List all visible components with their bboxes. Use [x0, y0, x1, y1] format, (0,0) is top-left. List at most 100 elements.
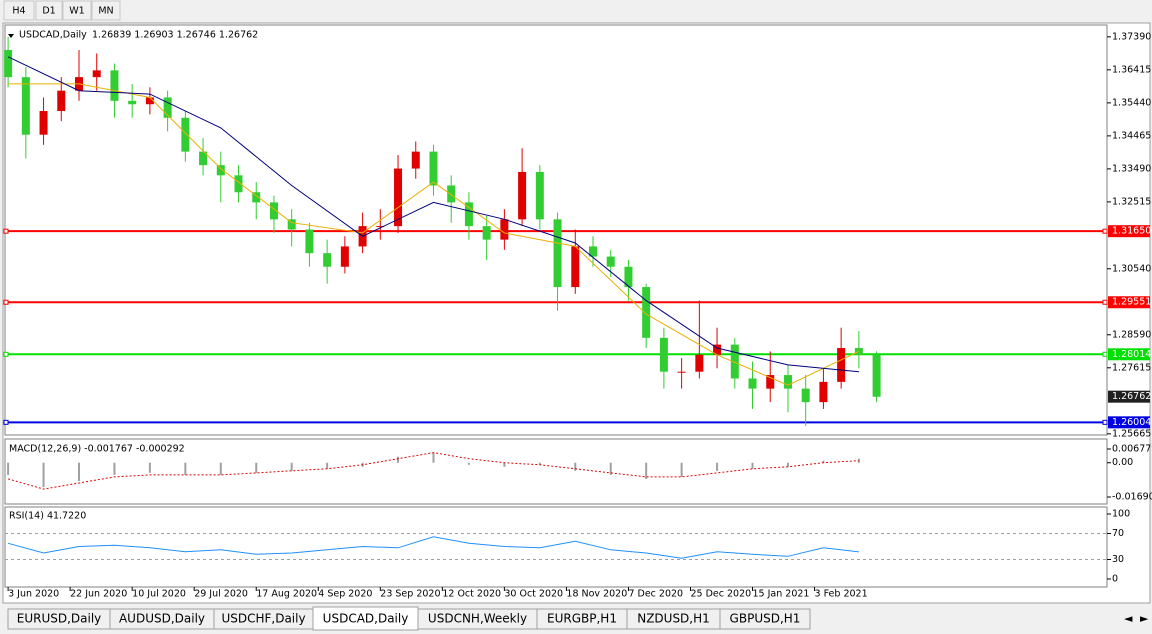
candle-body [482, 226, 491, 240]
candle-body [659, 337, 668, 372]
y-tick-label: 0.00 [1112, 457, 1133, 468]
candle-body [234, 175, 243, 193]
macd-bar [42, 462, 45, 488]
timeframe-button[interactable] [91, 0, 121, 21]
level-label: 1.31650 [1112, 226, 1151, 237]
x-tick-label: 25 Dec 2020 [690, 589, 751, 600]
rsi-line [7, 536, 859, 559]
timeframe-button[interactable] [3, 0, 35, 21]
candle-body [323, 253, 332, 267]
candle-body [677, 371, 686, 373]
candle-body [252, 192, 261, 203]
candle-body [411, 151, 420, 169]
rsi-title: RSI(14) 41.7220 [9, 511, 86, 522]
candle-body [837, 347, 846, 382]
tab-label[interactable]: GBPUSD,H1 [730, 612, 801, 626]
y-tick-label: 1.35440 [1112, 97, 1151, 108]
collapse-icon [8, 34, 14, 38]
timeframe-label[interactable]: W1 [69, 6, 84, 17]
scroll-right[interactable]: ► [1140, 612, 1149, 625]
macd-bar [786, 462, 789, 467]
y-tick-label: 1.30540 [1112, 263, 1151, 274]
candle-body [464, 202, 473, 227]
macd-bar [716, 462, 719, 471]
macd-bar [397, 456, 400, 463]
level-label-bg [1108, 348, 1150, 361]
rsi-pane [4, 506, 1108, 588]
candle-body [588, 246, 597, 257]
timeframe-button[interactable] [35, 0, 63, 21]
level-label-bg [1108, 416, 1150, 429]
chart-window [2, 22, 1151, 604]
y-tick-label: -0.016907 [1112, 492, 1152, 503]
level-handle [1102, 351, 1108, 357]
candle-body [145, 97, 154, 105]
candle-body [642, 287, 651, 338]
timeframe-label[interactable]: H4 [12, 6, 25, 17]
candle-body [819, 381, 828, 403]
y-tick-label: 100 [1112, 509, 1130, 520]
timeframe-button[interactable] [62, 0, 92, 21]
level-label: 1.28014 [1112, 349, 1151, 360]
candle-body [766, 375, 775, 389]
x-tick-label: 7 Dec 2020 [628, 589, 683, 600]
scroll-left[interactable]: ◄ [1124, 612, 1133, 625]
candle-body [181, 117, 190, 152]
macd-pane [4, 438, 1108, 505]
y-tick-label: 1.37390 [1112, 31, 1151, 42]
tab-label[interactable]: EURGBP,H1 [547, 612, 617, 626]
macd-bar [503, 462, 506, 467]
y-tick-label: 0 [1112, 574, 1118, 585]
macd-bar [432, 452, 435, 463]
symbol-tab[interactable] [719, 608, 811, 630]
y-tick-label: 1.34465 [1112, 130, 1151, 141]
candle-body [624, 266, 633, 288]
x-tick-label: 23 Sep 2020 [380, 589, 440, 600]
candle-body [801, 388, 810, 403]
y-tick-label: 1.33490 [1112, 163, 1151, 174]
candle-body [783, 375, 792, 389]
candle-body [305, 229, 314, 254]
y-tick-label: 0.006779 [1112, 444, 1152, 455]
x-tick-label: 3 Jun 2020 [8, 589, 59, 600]
candle-body [216, 165, 225, 176]
tab-label[interactable]: USDCAD,Daily [323, 612, 409, 626]
level-label-bg [1108, 296, 1150, 309]
candle-body [571, 246, 580, 288]
candle-body [39, 110, 48, 135]
tab-label[interactable]: USDCHF,Daily [221, 612, 305, 626]
macd-bar [113, 462, 116, 475]
candle-body [57, 90, 66, 111]
timeframe-label[interactable]: MN [98, 6, 113, 17]
candle-body [376, 226, 385, 228]
candle-body [447, 185, 456, 203]
macd-bar [467, 462, 470, 465]
y-tick-label: 30 [1112, 554, 1124, 565]
candle-body [748, 378, 757, 389]
candle-body [518, 171, 527, 220]
macd-bar [184, 462, 187, 475]
x-tick-label: 12 Oct 2020 [442, 589, 501, 600]
tab-label[interactable]: AUDUSD,Daily [119, 612, 205, 626]
ohlc-label: 1.26839 1.26903 1.26746 1.26762 [92, 30, 258, 41]
macd-bar [77, 462, 80, 481]
y-tick-label: 1.32515 [1112, 196, 1151, 207]
timeframe-label[interactable]: D1 [42, 6, 55, 17]
macd-bar [609, 462, 612, 475]
macd-title: MACD(12,26,9) -0.001767 -0.000292 [9, 444, 185, 455]
macd-bar [645, 462, 648, 479]
candle-body [394, 168, 403, 227]
x-tick-label: 15 Jan 2021 [753, 589, 810, 600]
tab-label[interactable]: EURUSD,Daily [17, 612, 102, 626]
macd-bar [822, 460, 825, 463]
candle-body [606, 256, 615, 267]
tab-label[interactable]: NZDUSD,H1 [637, 612, 710, 626]
level-handle [1102, 419, 1108, 425]
candle-body [535, 171, 544, 220]
macd-bar [326, 462, 329, 469]
candle-body [340, 246, 349, 267]
level-label-bg [1108, 225, 1150, 238]
level-handle [1102, 299, 1108, 305]
tab-label[interactable]: USDCNH,Weekly [428, 612, 527, 626]
x-tick-label: 3 Feb 2021 [815, 589, 868, 600]
